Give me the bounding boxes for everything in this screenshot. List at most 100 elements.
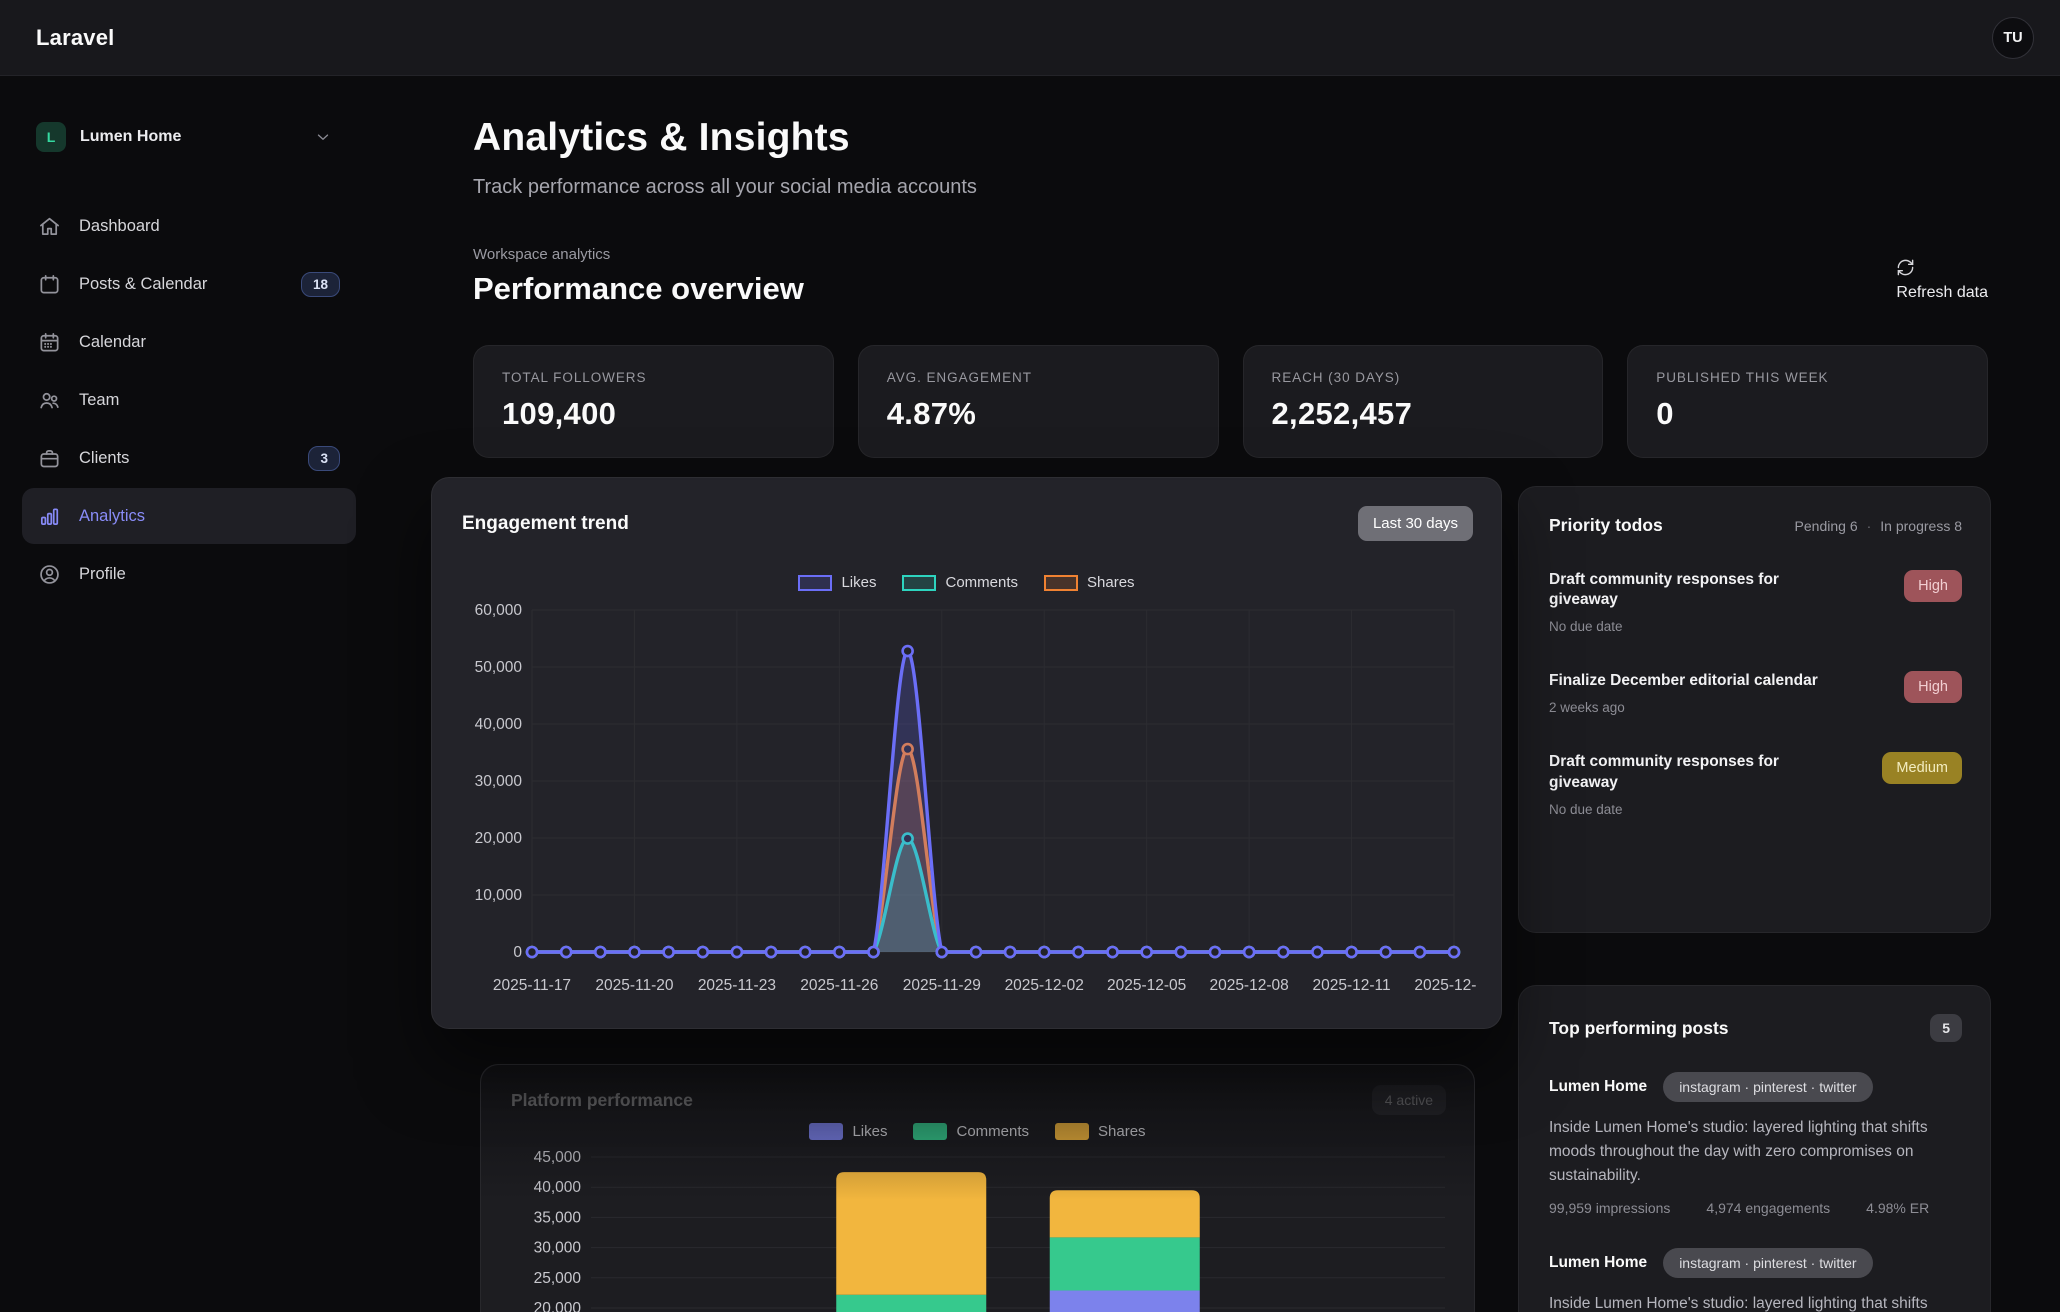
post-stat: 99,959 impressions [1549,1200,1671,1217]
sidebar-item-posts-calendar[interactable]: Posts & Calendar 18 [22,256,356,312]
stat-value: 109,400 [502,396,617,431]
workspace-avatar: L [36,122,66,152]
briefcase-icon [38,447,61,470]
svg-text:30,000: 30,000 [475,773,523,790]
sidebar-item-label: Calendar [79,332,146,351]
todo-meta: 2 weeks ago [1549,700,1625,716]
stat-card: REACH (30 DAYS) 2,252,457 [1242,345,1604,458]
posts-title: Top performing posts [1549,1017,1729,1038]
todo-item[interactable]: Finalize December editorial calendar 2 we… [1549,671,1962,715]
engagement-chart[interactable]: 2025-11-17 2025-11-20 2025-11-23 2025-11-26… [454,600,1477,1020]
post-item[interactable]: Lumen Home instagram · pinterest · twitte… [1549,1248,1962,1312]
sidebar-item-clients[interactable]: Clients 3 [22,430,356,486]
svg-text:45,000: 45,000 [534,1149,582,1166]
svg-text:2025-12-05: 2025-12-05 [1107,977,1186,994]
sidebar-item-dashboard[interactable]: Dashboard [22,198,356,254]
engagement-title: Engagement trend [462,512,629,534]
overview-eyebrow: Workspace analytics [473,246,611,263]
todo-text: Finalize December editorial calendar 2 we… [1549,671,1849,715]
stat-value: 4.87% [886,396,977,431]
platform-active-badge: 4 active [1371,1085,1446,1115]
legend-swatch [809,1123,844,1140]
legend-swatch [913,1123,948,1140]
sidebar-nav: Dashboard Posts & Calendar 18 Calendar Team C… [0,198,368,602]
legend-item: Likes [809,1123,887,1140]
legend-item: Shares [1044,574,1135,591]
home-icon [38,215,61,238]
legend-label: Likes [852,1123,888,1140]
svg-text:0: 0 [513,944,522,961]
legend-swatch [902,574,937,591]
engagement-trend-card: Engagement trend Last 30 days Likes Comme… [431,477,1502,1029]
post-platforms-pill: instagram · pinterest · twitter [1663,1072,1873,1102]
todo-title: Draft community responses for giveaway [1549,753,1779,791]
todo-title: Finalize December editorial calendar [1549,672,1818,690]
legend-swatch [1044,574,1079,591]
platform-performance-card: Platform performance 4 active Likes Comme… [480,1064,1475,1312]
post-author: Lumen Home [1549,1254,1648,1272]
post-item[interactable]: Lumen Home instagram · pinterest · twitte… [1549,1072,1962,1216]
todo-meta: No due date [1549,619,1623,635]
platform-legend: Likes Comments Shares [481,1123,1474,1140]
legend-label: Shares [1087,574,1135,591]
stat-label: AVG. ENGAGEMENT [886,370,1032,385]
refresh-button[interactable]: Refresh data [1896,258,1988,302]
svg-text:30,000: 30,000 [534,1240,582,1257]
post-stat: 4.98% ER [1866,1200,1930,1217]
platform-chart[interactable]: 45,00040,00035,00030,00025,00020,00015,0… [505,1145,1452,1312]
todo-text: Draft community responses for giveaway No… [1549,570,1849,634]
svg-text:10,000: 10,000 [475,887,523,904]
svg-text:20,000: 20,000 [475,830,523,847]
svg-text:35,000: 35,000 [534,1209,582,1226]
legend-item: Shares [1055,1123,1146,1140]
stat-label: TOTAL FOLLOWERS [502,370,647,385]
svg-text:25,000: 25,000 [534,1270,582,1287]
todo-item[interactable]: Draft community responses for giveaway No… [1549,570,1962,634]
posts-count-badge: 5 [1930,1014,1962,1042]
post-platforms-pill: instagram · pinterest · twitter [1663,1248,1873,1279]
sidebar-item-analytics[interactable]: Analytics [22,488,356,544]
todo-title: Draft community responses for giveaway [1549,571,1779,609]
priority-todos-card: Priority todos Pending 6 · In progress 8… [1518,486,1991,933]
sidebar-badge: 18 [300,271,340,297]
post-author: Lumen Home [1549,1078,1648,1095]
page-title: Analytics & Insights [473,116,850,159]
svg-text:20,000: 20,000 [534,1300,582,1312]
range-button[interactable]: Last 30 days [1357,506,1473,541]
stat-card: PUBLISHED THIS WEEK 0 [1627,345,1988,458]
todo-item[interactable]: Draft community responses for giveaway No… [1549,752,1962,817]
top-posts-card: Top performing posts 5 Lumen Home instagr… [1518,985,1991,1312]
post-stat: 4,974 engagements [1706,1200,1831,1217]
page-subtitle: Track performance across all your social… [473,176,977,198]
stat-label: PUBLISHED THIS WEEK [1656,370,1829,385]
platform-title: Platform performance [511,1089,693,1110]
sidebar-item-label: Analytics [79,506,146,525]
sidebar-item-label: Profile [79,564,126,583]
todos-summary: Pending 6 · In progress 8 [1795,518,1962,534]
users-icon [38,389,61,412]
user-avatar[interactable]: TU [1992,16,2034,59]
svg-text:2025-11-17: 2025-11-17 [493,977,571,994]
svg-text:2025-11-23: 2025-11-23 [698,977,776,994]
chevron-down-icon [314,128,332,146]
sidebar-item-label: Clients [79,448,130,467]
bar-chart-icon [38,505,61,528]
todos-in-progress-count: In progress 8 [1880,517,1962,534]
post-body: Inside Lumen Home's studio: layered ligh… [1549,1119,1928,1185]
sidebar-item-calendar[interactable]: Calendar [22,314,356,370]
page-header: Analytics & Insights Track performance a… [473,116,977,199]
sidebar-item-team[interactable]: Team [22,372,356,428]
svg-text:40,000: 40,000 [534,1179,582,1196]
sidebar-item-label: Team [79,390,120,409]
workspace-selector[interactable]: L Lumen Home [36,122,332,152]
post-body: Inside Lumen Home's studio: layered ligh… [1549,1295,1928,1312]
svg-text:50,000: 50,000 [475,659,523,676]
svg-text:2025-11-26: 2025-11-26 [800,977,878,994]
sidebar-item-profile[interactable]: Profile [22,546,356,602]
legend-item: Comments [902,574,1018,591]
topbar: Laravel TU [0,0,2060,76]
legend-item: Comments [913,1123,1029,1140]
legend-label: Likes [841,574,877,591]
svg-text:2025-12-08: 2025-12-08 [1209,977,1288,994]
post-name-row: Lumen Home instagram · pinterest · twitte… [1549,1072,1962,1102]
